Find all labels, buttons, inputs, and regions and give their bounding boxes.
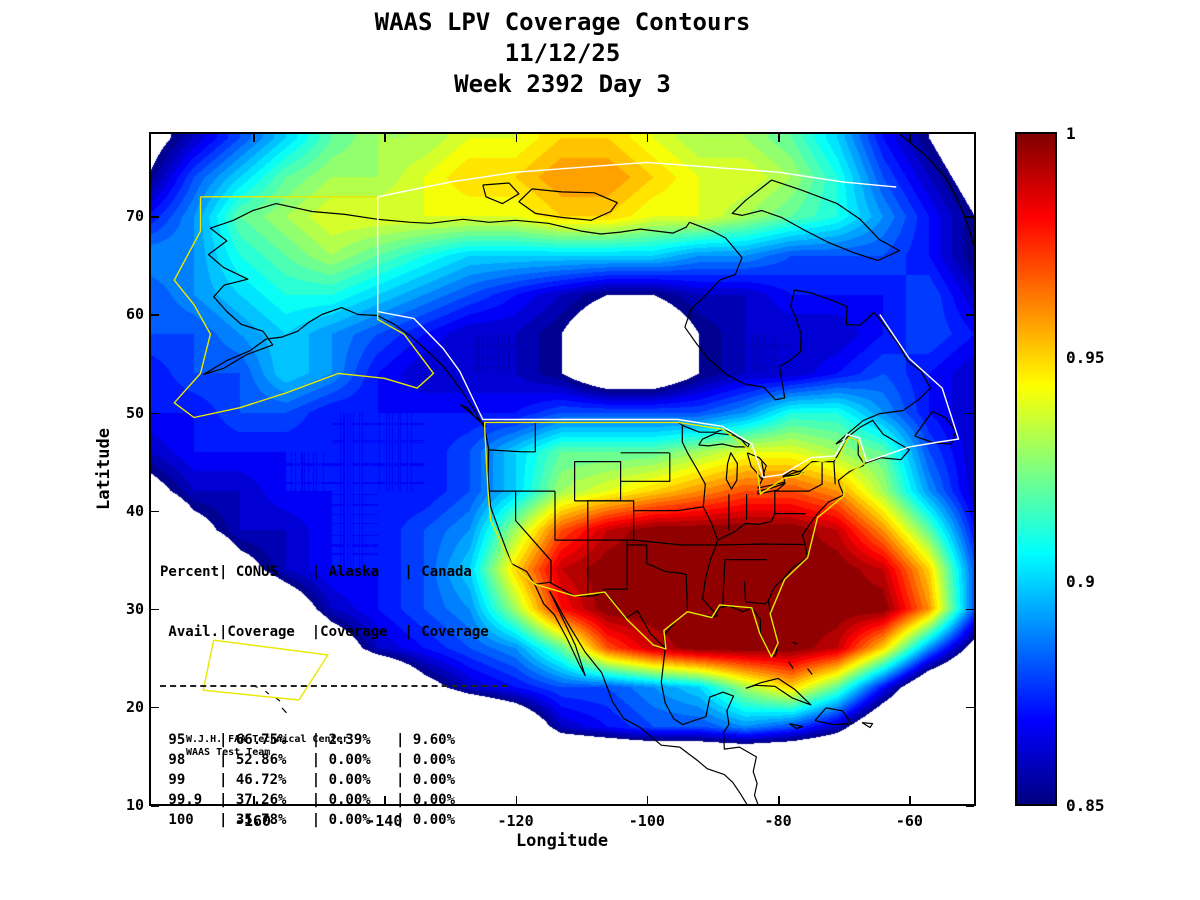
colorbar-canvas [1016,133,1056,805]
coastline-and-border-outline [745,677,812,706]
coastline-and-border-outline [660,463,865,805]
attribution-line-1: W.J.H. FAA Technical Center [186,734,349,745]
coastline-and-border-outline [484,428,536,585]
title-line-1: WAAS LPV Coverage Contours [374,8,751,36]
coastline-and-border-outline [549,590,748,805]
coastline-and-border-outline [835,419,910,465]
coastline-and-border-outline [682,572,689,612]
coastline-and-border-outline [774,461,823,492]
table-row: 95 | 66.75% | 2.39% | 9.60% [160,732,456,748]
x-tick-label: -80 [764,812,792,830]
coastline-and-border-outline [757,436,865,489]
service-volume-outline-conus-alaska-hawaii [173,196,435,419]
coastline-and-border-outline [753,543,806,546]
colorbar-tick-label: 0.95 [1066,348,1105,367]
title-line-2: 11/12/25 [504,39,621,67]
y-axis-label: Latitude [94,428,114,510]
coastline-and-border-outline [717,513,776,541]
coastline-and-border-outline [725,452,738,490]
coastline-and-border-outline [633,506,704,512]
y-tick-label: 20 [125,697,144,716]
coastline-and-border-outline [460,404,487,427]
y-tick-label: 30 [125,599,144,618]
x-axis-label: Longitude [515,831,609,851]
coastline-and-border-outline [515,491,552,583]
coastline-and-border-outline [574,461,622,502]
coastline-and-border-outline [587,500,635,541]
coastline-and-border-outline [281,707,287,714]
coastline-and-border-outline [275,697,281,702]
service-volume-outline-canada [377,196,960,478]
attribution-line-2: WAAS Test Team [186,747,271,758]
coastline-and-border-outline [633,539,767,546]
service-volume-outline-conus-alaska-hawaii [484,421,865,658]
coastline-and-border-outline [482,182,520,205]
coastline-and-border-outline [792,641,798,645]
coastline-and-border-outline [731,179,901,262]
coastline-and-border-outline [534,584,586,677]
y-tick-label: 10 [125,796,144,814]
coastline-and-border-outline [807,668,813,675]
stats-table-header-2: Avail.|Coverage |Coverage | Coverage [160,624,489,640]
coastline-and-border-outline [744,581,769,605]
coastline-and-border-outline [914,411,957,445]
attribution: W.J.H. FAA Technical Center WAAS Test Te… [186,733,349,759]
colorbar-tick-label: 0.85 [1066,796,1105,815]
coastline-and-border-outline [788,661,794,669]
y-tick-label: 60 [125,305,144,324]
stats-table-divider [160,685,508,687]
coastline-and-border-outline [489,422,536,453]
coastline-and-border-outline [377,314,486,429]
coastline-and-border-outline [554,491,588,541]
x-tick-label: -60 [895,812,923,830]
coverage-stats-table: Percent| CONUS | Alaska | Canada Avail.|… [160,522,508,850]
title-line-3: Week 2392 Day 3 [454,70,671,98]
coastline-and-border-outline [602,540,628,592]
stats-table-header-1: Percent| CONUS | Alaska | Canada [160,564,472,580]
coastline-and-border-outline [684,221,875,401]
coastline-and-border-outline [833,461,836,485]
coastline-and-border-outline [620,452,671,482]
coastline-and-border-outline [788,723,803,730]
coastline-and-border-outline [203,203,378,375]
y-tick-label: 70 [125,207,144,226]
table-row: 99 | 46.72% | 0.00% | 0.00% [160,772,456,788]
contour-canvas [150,133,975,805]
coastline-and-border-outline [698,432,750,448]
coastline-and-border-outline [861,722,874,729]
coastline-and-border-outline [814,707,853,726]
coastline-and-border-outline [722,560,726,607]
coastline-and-border-outline [627,544,683,575]
x-tick-label: -100 [628,812,665,830]
tick-mark [151,805,159,807]
colorbar-tick-label: 1 [1066,124,1076,143]
coastline-and-border-outline [518,188,618,221]
table-row: 98 | 52.86% | 0.00% | 0.00% [160,752,456,768]
colorbar-tick-label: 0.9 [1066,572,1095,591]
coastline-and-border-outline [265,690,270,695]
coastline-and-border-outline [835,312,931,445]
table-row: 100 | 35.78% | 0.00% | 0.00% [160,812,456,828]
tick-mark [966,805,974,807]
service-volume-outline-conus-alaska-hawaii [202,639,329,701]
coastline-and-border-outline [774,491,806,515]
coastline-and-border-outline [377,218,690,235]
service-volume-outline-canada [377,161,897,198]
table-row: 99.9 | 37.26% | 0.00% | 0.00% [160,792,456,808]
y-tick-label: 50 [125,403,144,422]
coastline-and-border-outline [899,133,975,246]
coastline-and-border-outline [681,425,719,617]
map-outlines-svg [173,133,975,805]
